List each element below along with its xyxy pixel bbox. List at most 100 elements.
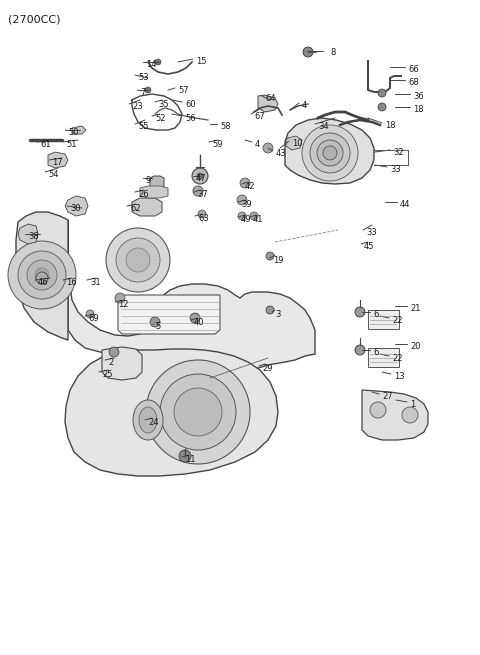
Circle shape — [402, 407, 418, 423]
Circle shape — [115, 293, 125, 303]
Text: 23: 23 — [132, 102, 143, 111]
Text: 39: 39 — [241, 200, 252, 209]
Circle shape — [18, 251, 66, 299]
Circle shape — [36, 272, 48, 284]
Text: 22: 22 — [392, 354, 403, 363]
Circle shape — [263, 143, 273, 153]
Ellipse shape — [133, 400, 163, 440]
Text: 61: 61 — [40, 140, 50, 149]
Polygon shape — [258, 95, 278, 112]
Polygon shape — [72, 126, 86, 134]
Circle shape — [116, 238, 160, 282]
Text: 35: 35 — [158, 100, 168, 109]
Text: 69: 69 — [88, 314, 98, 323]
Text: 33: 33 — [390, 165, 401, 174]
Circle shape — [35, 268, 49, 282]
Text: 15: 15 — [196, 57, 206, 66]
Text: 44: 44 — [400, 200, 410, 209]
Circle shape — [310, 133, 350, 173]
Text: 52: 52 — [155, 114, 166, 123]
Text: 34: 34 — [318, 122, 329, 131]
Text: 45: 45 — [364, 242, 374, 251]
Text: 11: 11 — [185, 455, 195, 464]
Text: 4: 4 — [302, 101, 307, 110]
Text: 51: 51 — [66, 140, 76, 149]
Circle shape — [197, 173, 203, 179]
Text: 36: 36 — [413, 92, 424, 101]
Polygon shape — [18, 224, 38, 244]
Text: 40: 40 — [194, 318, 204, 327]
Text: 62: 62 — [130, 204, 141, 213]
Text: 21: 21 — [410, 304, 420, 313]
Circle shape — [266, 252, 274, 260]
Text: 16: 16 — [66, 278, 77, 287]
Text: 43: 43 — [276, 149, 287, 158]
Circle shape — [355, 307, 365, 317]
Circle shape — [126, 248, 150, 272]
Text: 55: 55 — [138, 122, 148, 131]
Circle shape — [160, 374, 236, 450]
Text: 18: 18 — [413, 105, 424, 114]
Text: 41: 41 — [253, 215, 264, 224]
Polygon shape — [118, 295, 220, 334]
Circle shape — [302, 125, 358, 181]
Polygon shape — [48, 152, 68, 168]
Polygon shape — [65, 196, 88, 216]
Circle shape — [86, 310, 94, 318]
Polygon shape — [102, 347, 142, 380]
Text: 68: 68 — [408, 78, 419, 87]
Text: (2700CC): (2700CC) — [8, 14, 60, 24]
Text: 19: 19 — [273, 256, 284, 265]
Text: 42: 42 — [245, 182, 255, 191]
Text: 4: 4 — [255, 140, 260, 149]
Text: 53: 53 — [138, 73, 149, 82]
Circle shape — [378, 103, 386, 111]
Text: 5: 5 — [155, 322, 160, 331]
Circle shape — [266, 306, 274, 314]
Text: 57: 57 — [178, 86, 189, 95]
Text: 26: 26 — [138, 190, 149, 199]
Circle shape — [109, 347, 119, 357]
Text: 7: 7 — [140, 88, 145, 97]
Text: 20: 20 — [410, 342, 420, 351]
Text: 64: 64 — [265, 94, 276, 103]
Circle shape — [355, 345, 365, 355]
Text: 10: 10 — [292, 139, 302, 148]
Circle shape — [179, 450, 191, 462]
Circle shape — [8, 241, 76, 309]
Polygon shape — [150, 176, 164, 192]
Text: 1: 1 — [410, 400, 415, 409]
Polygon shape — [65, 349, 278, 476]
Text: 6: 6 — [373, 348, 378, 357]
Text: 31: 31 — [90, 278, 101, 287]
Text: 50: 50 — [68, 128, 79, 137]
Text: 60: 60 — [185, 100, 196, 109]
Circle shape — [370, 402, 386, 418]
Circle shape — [145, 87, 151, 93]
Text: 46: 46 — [38, 278, 48, 287]
Circle shape — [106, 228, 170, 292]
Polygon shape — [286, 136, 302, 150]
Text: 47: 47 — [196, 174, 206, 183]
Text: 59: 59 — [212, 140, 223, 149]
FancyBboxPatch shape — [368, 348, 398, 367]
Circle shape — [250, 212, 258, 220]
Text: 22: 22 — [392, 316, 403, 325]
Circle shape — [192, 168, 208, 184]
Text: 9: 9 — [146, 176, 151, 185]
Polygon shape — [140, 186, 168, 198]
Polygon shape — [362, 390, 428, 440]
Text: 58: 58 — [220, 122, 230, 131]
Text: 67: 67 — [254, 112, 265, 121]
Circle shape — [303, 47, 313, 57]
Ellipse shape — [139, 407, 157, 433]
Circle shape — [146, 360, 250, 464]
Text: 66: 66 — [408, 65, 419, 74]
Text: 33: 33 — [366, 228, 377, 237]
Text: 8: 8 — [330, 48, 336, 57]
Text: 29: 29 — [262, 364, 273, 373]
Text: 6: 6 — [373, 310, 378, 319]
Text: 2: 2 — [108, 358, 113, 367]
Circle shape — [240, 178, 250, 188]
Text: 14: 14 — [146, 60, 156, 69]
